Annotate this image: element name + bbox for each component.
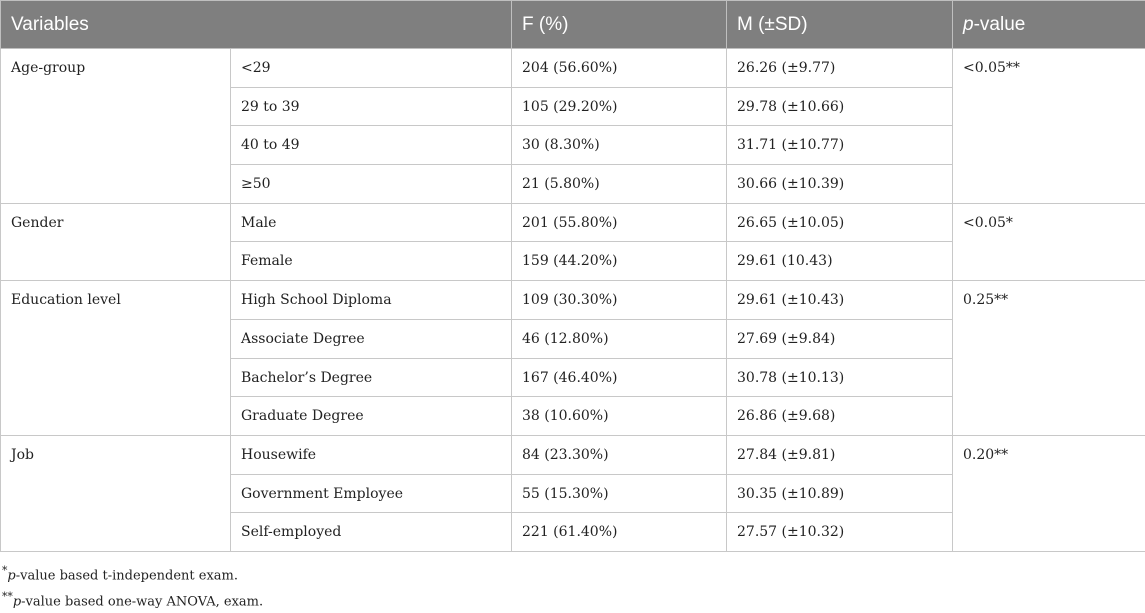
header-row: Variables F (%) M (±SD) p-value (1, 1, 1145, 49)
footnote-2-italic: p (13, 595, 21, 610)
footnote-2-mark: ** (2, 590, 13, 603)
footnote-1: *p-value based t-independent exam. (2, 560, 1145, 586)
row-label: 40 to 49 (231, 126, 512, 165)
group-p-value: 0.25** (953, 281, 1145, 436)
header-f: F (%) (512, 1, 727, 49)
row-f: 46 (12.80%) (512, 319, 727, 358)
row-f: 201 (55.80%) (512, 203, 727, 242)
table-row: Age-group <29 204 (56.60%) 26.26 (±9.77)… (1, 49, 1145, 88)
row-label: Housewife (231, 435, 512, 474)
row-m: 29.61 (10.43) (727, 242, 953, 281)
row-f: 105 (29.20%) (512, 87, 727, 126)
group-label: Education level (1, 281, 231, 436)
row-f: 204 (56.60%) (512, 49, 727, 88)
row-label: Graduate Degree (231, 397, 512, 436)
footnote-2-text: -value based one-way ANOVA, exam. (21, 595, 263, 610)
row-m: 29.78 (±10.66) (727, 87, 953, 126)
row-label: High School Diploma (231, 281, 512, 320)
row-f: 84 (23.30%) (512, 435, 727, 474)
footnote-1-italic: p (7, 568, 15, 583)
group-p-value: 0.20** (953, 435, 1145, 551)
footnotes: *p-value based t-independent exam. **p-v… (0, 560, 1145, 613)
header-p-value: p-value (953, 1, 1145, 49)
row-label: Associate Degree (231, 319, 512, 358)
row-f: 167 (46.40%) (512, 358, 727, 397)
group-label: Age-group (1, 49, 231, 204)
header-p-italic: p (963, 14, 974, 35)
row-label: Female (231, 242, 512, 281)
row-f: 38 (10.60%) (512, 397, 727, 436)
row-m: 31.71 (±10.77) (727, 126, 953, 165)
group-p-value: <0.05* (953, 203, 1145, 280)
header-variables: Variables (1, 1, 512, 49)
row-m: 27.84 (±9.81) (727, 435, 953, 474)
header-m: M (±SD) (727, 1, 953, 49)
row-m: 29.61 (±10.43) (727, 281, 953, 320)
table-row: Education level High School Diploma 109 … (1, 281, 1145, 320)
table-row: Job Housewife 84 (23.30%) 27.84 (±9.81) … (1, 435, 1145, 474)
group-p-value: <0.05** (953, 49, 1145, 204)
group-label: Job (1, 435, 231, 551)
row-m: 30.35 (±10.89) (727, 474, 953, 513)
row-f: 30 (8.30%) (512, 126, 727, 165)
footnote-1-text: -value based t-independent exam. (16, 568, 238, 583)
row-m: 27.69 (±9.84) (727, 319, 953, 358)
row-m: 26.65 (±10.05) (727, 203, 953, 242)
row-m: 30.66 (±10.39) (727, 165, 953, 204)
row-label: Self-employed (231, 513, 512, 552)
row-m: 30.78 (±10.13) (727, 358, 953, 397)
header-p-rest: -value (974, 14, 1026, 35)
row-label: <29 (231, 49, 512, 88)
row-f: 55 (15.30%) (512, 474, 727, 513)
row-label: Bachelor’s Degree (231, 358, 512, 397)
row-f: 221 (61.40%) (512, 513, 727, 552)
row-f: 21 (5.80%) (512, 165, 727, 204)
row-label: Government Employee (231, 474, 512, 513)
row-m: 27.57 (±10.32) (727, 513, 953, 552)
row-m: 26.26 (±9.77) (727, 49, 953, 88)
footnote-2: **p-value based one-way ANOVA, exam. (2, 586, 1145, 612)
group-label: Gender (1, 203, 231, 280)
row-label: 29 to 39 (231, 87, 512, 126)
row-f: 159 (44.20%) (512, 242, 727, 281)
table-row: Gender Male 201 (55.80%) 26.65 (±10.05) … (1, 203, 1145, 242)
row-f: 109 (30.30%) (512, 281, 727, 320)
row-label: Male (231, 203, 512, 242)
row-m: 26.86 (±9.68) (727, 397, 953, 436)
results-table: Variables F (%) M (±SD) p-value Age-grou… (0, 0, 1145, 552)
row-label: ≥50 (231, 165, 512, 204)
